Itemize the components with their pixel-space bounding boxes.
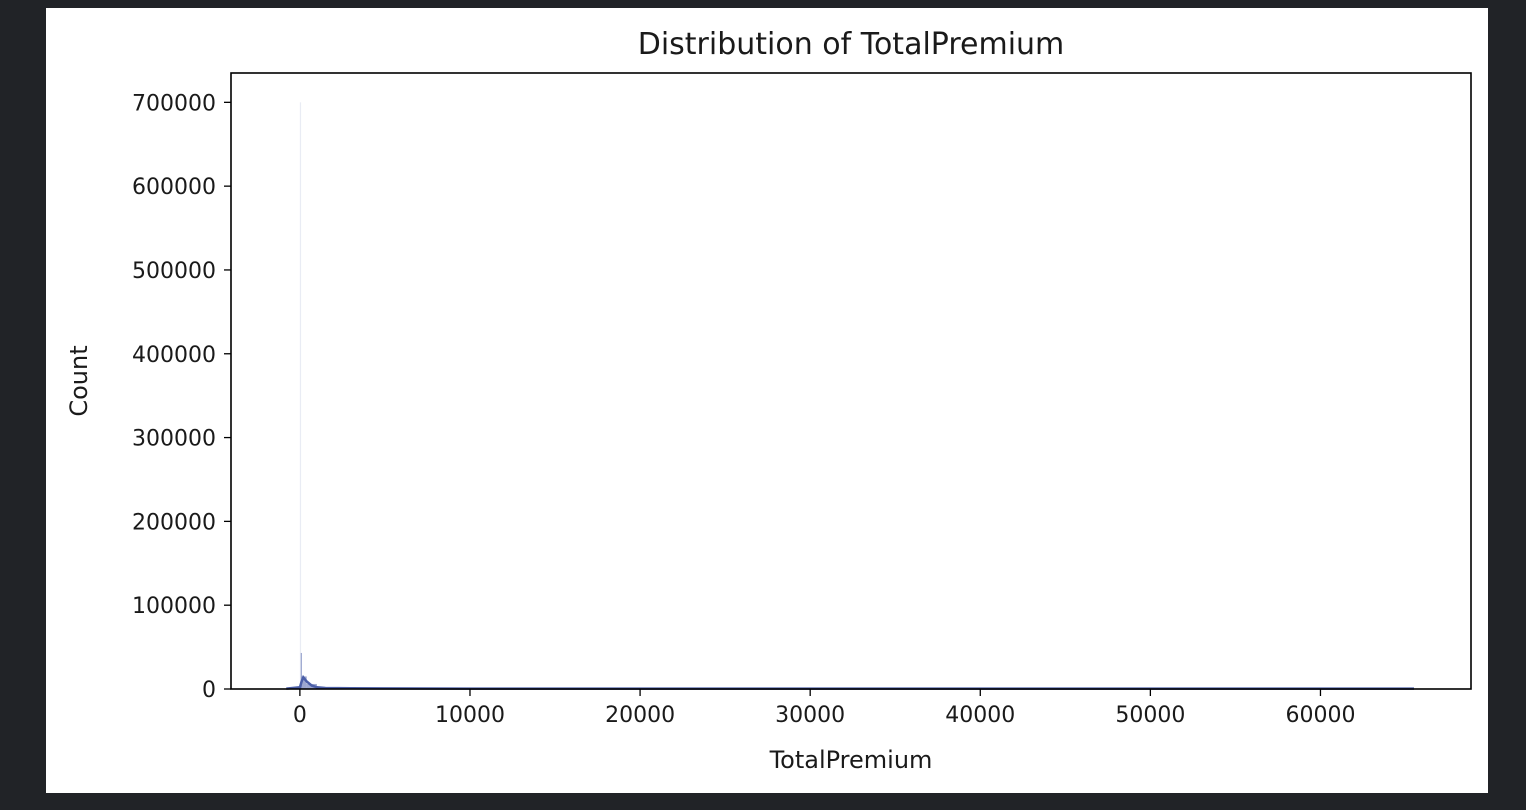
x-tick-label: 60000 bbox=[1285, 703, 1355, 728]
y-tick-label: 400000 bbox=[132, 343, 216, 368]
y-axis-title: Count bbox=[65, 345, 93, 416]
histogram-bar bbox=[301, 676, 307, 689]
plot-frame bbox=[230, 72, 1472, 690]
x-tick-label: 0 bbox=[293, 703, 307, 728]
chart-canvas: Distribution of TotalPremium 0 10000 20000… bbox=[65, 27, 1472, 774]
y-tick-label: 100000 bbox=[132, 594, 216, 619]
y-axis-ticks: 0 100000 200000 300000 400000 500000 600000 700… bbox=[132, 91, 231, 703]
x-tick-label: 20000 bbox=[605, 703, 675, 728]
x-tick-label: 50000 bbox=[1115, 703, 1185, 728]
y-tick-label: 600000 bbox=[132, 175, 216, 200]
kde-curve bbox=[286, 674, 1414, 690]
chart-figure: Distribution of TotalPremium 0 10000 20000… bbox=[46, 8, 1488, 793]
x-axis-ticks: 0 10000 20000 30000 40000 50000 60000 bbox=[293, 689, 1355, 728]
histogram-bars bbox=[286, 102, 1415, 690]
x-axis-title: TotalPremium bbox=[769, 746, 933, 774]
y-tick-label: 300000 bbox=[132, 427, 216, 452]
chart-title: Distribution of TotalPremium bbox=[638, 27, 1065, 62]
y-tick-label: 200000 bbox=[132, 510, 216, 535]
y-tick-label: 500000 bbox=[132, 259, 216, 284]
x-tick-label: 40000 bbox=[945, 703, 1015, 728]
y-tick-label: 0 bbox=[202, 678, 216, 703]
x-tick-label: 30000 bbox=[775, 703, 845, 728]
histogram-bar bbox=[300, 652, 302, 689]
histogram-bar bbox=[299, 102, 302, 690]
x-tick-label: 10000 bbox=[435, 703, 505, 728]
y-tick-label: 700000 bbox=[132, 91, 216, 116]
